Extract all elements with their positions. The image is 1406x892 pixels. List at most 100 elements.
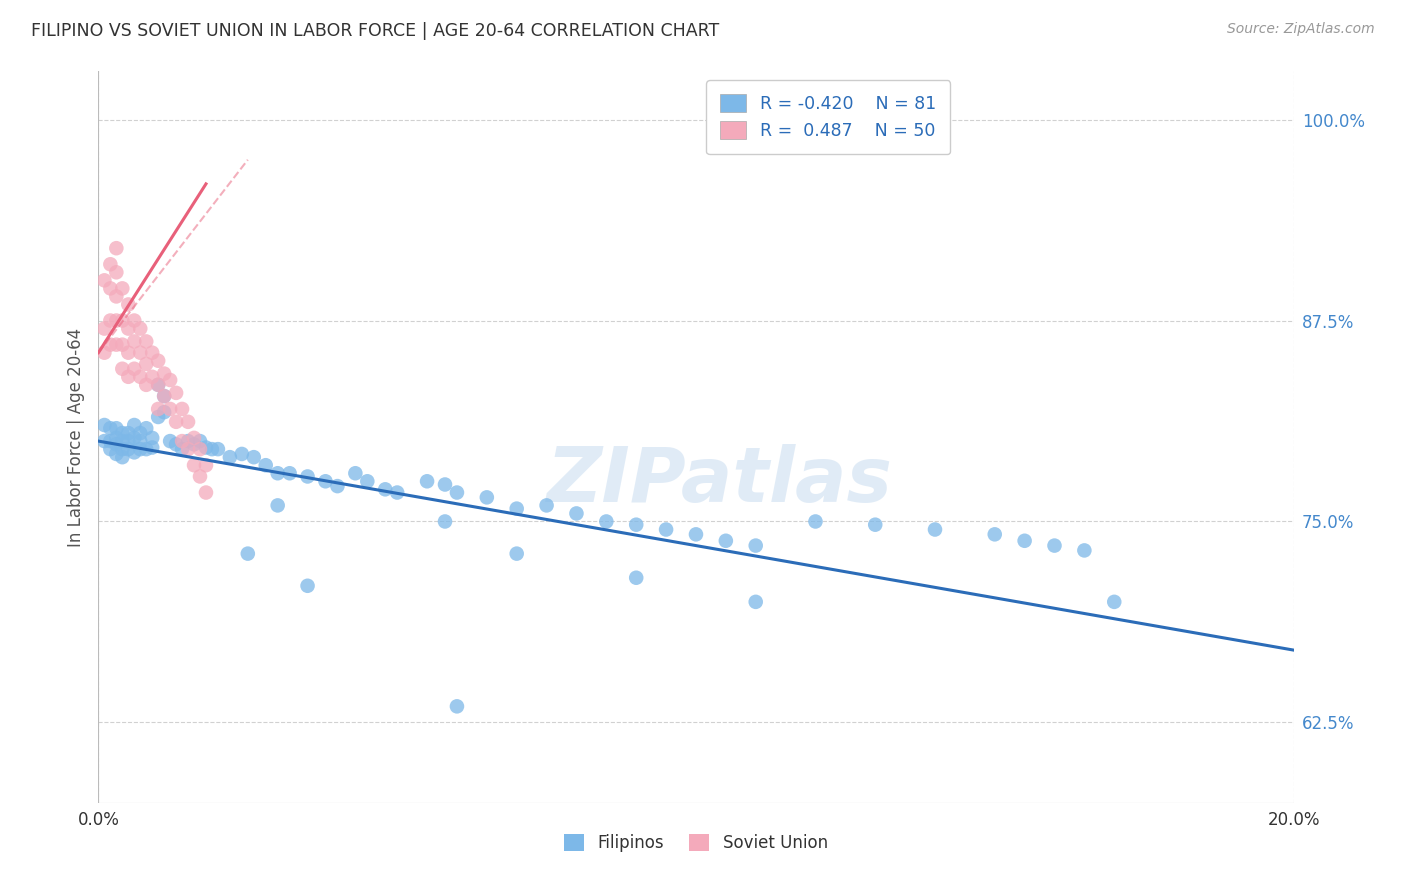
- Point: [177, 442, 200, 457]
- Point: [111, 313, 134, 327]
- Point: [416, 475, 439, 489]
- Point: [326, 479, 349, 493]
- Point: [105, 421, 128, 435]
- Point: [195, 441, 218, 455]
- Text: ZIPatlas: ZIPatlas: [547, 444, 893, 518]
- Point: [446, 699, 468, 714]
- Point: [924, 523, 946, 537]
- Point: [685, 527, 707, 541]
- Point: [344, 467, 367, 481]
- Point: [195, 485, 218, 500]
- Point: [117, 369, 139, 384]
- Point: [98, 421, 122, 435]
- Point: [243, 450, 266, 465]
- Point: [93, 321, 115, 335]
- Point: [267, 499, 290, 513]
- Point: [231, 447, 253, 461]
- Point: [129, 442, 152, 457]
- Point: [105, 313, 128, 327]
- Point: [135, 442, 157, 457]
- Point: [117, 442, 139, 457]
- Point: [98, 442, 122, 457]
- Point: [105, 241, 128, 255]
- Y-axis label: In Labor Force | Age 20-64: In Labor Force | Age 20-64: [66, 327, 84, 547]
- Point: [105, 437, 128, 451]
- Point: [297, 579, 319, 593]
- Point: [141, 441, 163, 455]
- Point: [745, 539, 768, 553]
- Point: [148, 401, 170, 416]
- Point: [475, 491, 498, 505]
- Point: [148, 353, 170, 368]
- Point: [626, 517, 648, 532]
- Point: [129, 321, 152, 335]
- Point: [111, 434, 134, 449]
- Point: [135, 421, 157, 435]
- Point: [135, 334, 157, 349]
- Point: [434, 515, 457, 529]
- Point: [165, 415, 187, 429]
- Point: [129, 369, 152, 384]
- Point: [124, 431, 146, 445]
- Point: [129, 425, 152, 440]
- Point: [188, 434, 211, 449]
- Point: [385, 485, 409, 500]
- Point: [207, 442, 229, 457]
- Point: [506, 501, 529, 516]
- Point: [148, 377, 170, 392]
- Point: [129, 434, 152, 449]
- Point: [153, 389, 176, 403]
- Point: [141, 431, 163, 445]
- Point: [105, 431, 128, 445]
- Point: [626, 571, 648, 585]
- Point: [117, 297, 139, 311]
- Point: [141, 369, 163, 384]
- Point: [172, 434, 194, 449]
- Point: [188, 442, 211, 457]
- Point: [177, 415, 200, 429]
- Point: [219, 450, 242, 465]
- Point: [111, 281, 134, 295]
- Point: [93, 345, 115, 359]
- Point: [1014, 533, 1036, 548]
- Point: [172, 401, 194, 416]
- Point: [565, 507, 588, 521]
- Point: [165, 437, 187, 451]
- Point: [129, 345, 152, 359]
- Legend: Filipinos, Soviet Union: Filipinos, Soviet Union: [555, 825, 837, 860]
- Point: [153, 367, 176, 381]
- Point: [111, 361, 134, 376]
- Point: [745, 595, 768, 609]
- Point: [124, 445, 146, 459]
- Point: [148, 377, 170, 392]
- Point: [1043, 539, 1066, 553]
- Point: [98, 337, 122, 351]
- Point: [865, 517, 887, 532]
- Point: [1104, 595, 1126, 609]
- Point: [536, 499, 558, 513]
- Point: [98, 434, 122, 449]
- Point: [124, 361, 146, 376]
- Point: [183, 458, 205, 473]
- Text: FILIPINO VS SOVIET UNION IN LABOR FORCE | AGE 20-64 CORRELATION CHART: FILIPINO VS SOVIET UNION IN LABOR FORCE …: [31, 22, 720, 40]
- Point: [714, 533, 737, 548]
- Text: Source: ZipAtlas.com: Source: ZipAtlas.com: [1227, 22, 1375, 37]
- Point: [201, 442, 224, 457]
- Point: [159, 401, 181, 416]
- Point: [595, 515, 617, 529]
- Point: [98, 257, 122, 271]
- Point: [172, 442, 194, 457]
- Point: [984, 527, 1007, 541]
- Point: [183, 437, 205, 451]
- Point: [1073, 543, 1095, 558]
- Point: [124, 313, 146, 327]
- Point: [98, 281, 122, 295]
- Point: [124, 417, 146, 432]
- Point: [374, 483, 396, 497]
- Point: [356, 475, 378, 489]
- Point: [117, 321, 139, 335]
- Point: [98, 313, 122, 327]
- Point: [117, 434, 139, 449]
- Point: [297, 469, 319, 483]
- Point: [153, 405, 176, 419]
